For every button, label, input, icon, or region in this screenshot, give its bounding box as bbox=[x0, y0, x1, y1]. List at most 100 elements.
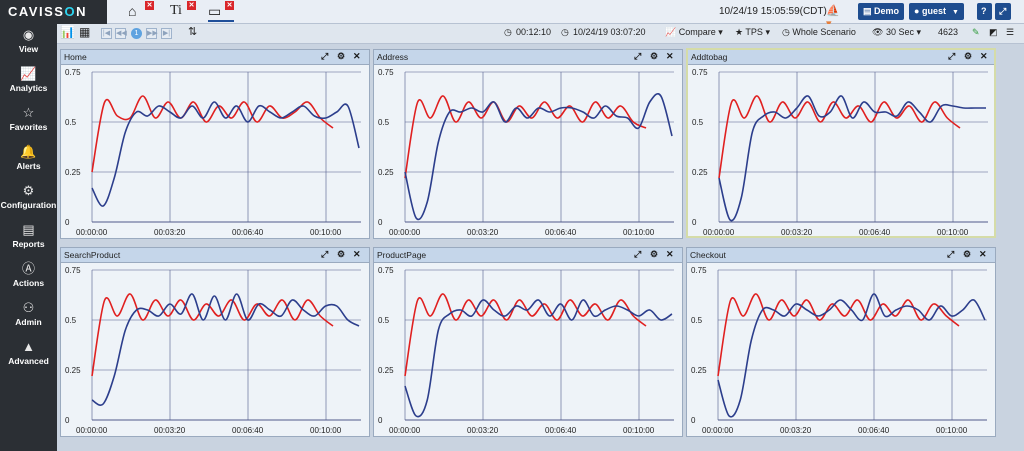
close-icon[interactable]: ✕ bbox=[225, 1, 234, 10]
home-icon: ⌂ bbox=[128, 3, 137, 19]
close-icon[interactable]: ✕ bbox=[666, 51, 674, 61]
panel-title: Addtobag bbox=[691, 52, 728, 62]
tps-dropdown[interactable]: ★ TPS ▾ bbox=[735, 27, 770, 37]
close-icon[interactable]: ✕ bbox=[353, 249, 361, 259]
fullscreen-button[interactable]: ⤢ bbox=[995, 3, 1011, 20]
close-icon[interactable]: ✕ bbox=[145, 1, 154, 10]
chart-plot: 0.75 0.5 0.25 0 00:00:00 00:03:20 00:06:40 00:1… bbox=[65, 68, 361, 237]
y-tick-label: 0.5 bbox=[378, 118, 390, 127]
expand-icon[interactable]: ⤢ bbox=[634, 249, 642, 259]
chart-panel-productpage[interactable]: ProductPage ⤢ ⚙ ✕ 0.75 0.5 0.25 0 00:00:00 00… bbox=[373, 247, 683, 437]
x-tick-label: 00:06:40 bbox=[545, 426, 577, 435]
sidebar-item-actions[interactable]: Ⓐ Actions bbox=[0, 258, 57, 296]
sidebar-item-alerts[interactable]: 🔔 Alerts bbox=[0, 141, 57, 179]
pin-icon[interactable]: ✎ bbox=[972, 27, 980, 37]
x-tick-label: 00:00:00 bbox=[389, 426, 421, 435]
eye-icon: ◉ bbox=[22, 27, 35, 42]
sidebar-item-admin[interactable]: ⚇ Admin bbox=[0, 297, 57, 335]
scenario-selector[interactable]: ◷ Whole Scenario bbox=[782, 27, 856, 37]
home-tab[interactable]: ⌂ ✕ bbox=[128, 1, 154, 22]
y-tick-label: 0.25 bbox=[65, 366, 81, 375]
compare-dropdown[interactable]: 📈 Compare ▾ bbox=[665, 27, 723, 37]
chart-panel-searchproduct[interactable]: SearchProduct ⤢ ⚙ ✕ 0.75 0.5 0.25 0 00:00:00… bbox=[60, 247, 370, 437]
text-tool-tab[interactable]: Ti ✕ bbox=[170, 1, 196, 22]
first-page-icon[interactable]: |◀ bbox=[101, 28, 112, 39]
sort-icon[interactable]: ⇅ bbox=[188, 26, 198, 38]
layout-icon[interactable]: ◩ bbox=[989, 27, 998, 37]
expand-icon[interactable]: ⤢ bbox=[947, 249, 955, 259]
y-tick-label: 0.25 bbox=[691, 366, 707, 375]
y-tick-label: 0 bbox=[692, 218, 697, 227]
close-icon[interactable]: ✕ bbox=[666, 249, 674, 259]
y-tick-label: 0.25 bbox=[65, 168, 81, 177]
duration: 00:12:10 bbox=[516, 27, 552, 37]
x-tick-label: 00:00:00 bbox=[703, 228, 735, 237]
prev-page-icon[interactable]: ◀◀ bbox=[115, 28, 127, 39]
boat-icon[interactable]: ⛵▾ bbox=[826, 5, 840, 30]
panel-title: ProductPage bbox=[377, 250, 427, 260]
server-icon: ▤ bbox=[863, 6, 872, 16]
panel-title: Checkout bbox=[690, 250, 726, 260]
user-icon: ● bbox=[914, 6, 920, 16]
sidebar-item-configuration[interactable]: ⚙ Configuration bbox=[0, 183, 57, 210]
close-icon[interactable]: ✕ bbox=[979, 249, 987, 259]
panel-title: Home bbox=[64, 52, 87, 62]
close-icon[interactable]: ✕ bbox=[980, 51, 988, 61]
next-page-icon[interactable]: ▶▶ bbox=[146, 28, 158, 39]
clock-icon: ◷ bbox=[561, 27, 569, 37]
sidebar-item-analytics[interactable]: 📈 Analytics bbox=[0, 63, 57, 101]
close-icon[interactable]: ✕ bbox=[353, 51, 361, 61]
chart-panel-address[interactable]: Address ⤢ ⚙ ✕ 0.75 0.5 0.25 0 00:00:00 00:03:… bbox=[373, 49, 683, 239]
x-tick-label: 00:00:00 bbox=[389, 228, 421, 237]
panel-header: Addtobag ⤢ ⚙ ✕ bbox=[688, 50, 994, 65]
expand-icon[interactable]: ⤢ bbox=[634, 51, 642, 61]
gear-icon[interactable]: ⚙ bbox=[337, 51, 346, 61]
y-tick-label: 0 bbox=[378, 416, 383, 425]
guest-user-menu[interactable]: ● guest ▼ bbox=[909, 3, 964, 20]
cavisson-logo: CAVISSON bbox=[0, 0, 107, 24]
y-tick-label: 0.25 bbox=[378, 366, 394, 375]
gear-icon[interactable]: ⚙ bbox=[650, 249, 659, 259]
gear-icon[interactable]: ⚙ bbox=[650, 51, 659, 61]
gear-icon[interactable]: ⚙ bbox=[337, 249, 346, 259]
x-tick-label: 00:03:20 bbox=[467, 228, 499, 237]
star-icon: ☆ bbox=[22, 105, 35, 120]
chart-panel-addtobag[interactable]: Addtobag ⤢ ⚙ ✕ 0.75 0.5 0.25 0 00:00:00 00:03… bbox=[686, 48, 996, 238]
series-line-blue bbox=[717, 293, 986, 418]
sidebar-item-view[interactable]: ◉ View bbox=[0, 24, 57, 62]
monitor-icon: ▭ bbox=[208, 3, 222, 19]
demo-button[interactable]: ▤ Demo bbox=[858, 3, 905, 20]
last-page-icon[interactable]: ▶| bbox=[161, 28, 172, 39]
chart-panel-checkout[interactable]: Checkout ⤢ ⚙ ✕ 0.75 0.5 0.25 0 00:00:00 00:03… bbox=[686, 247, 996, 437]
sidebar-item-reports[interactable]: ▤ Reports bbox=[0, 219, 57, 257]
x-tick-label: 00:10:00 bbox=[937, 228, 969, 237]
gear-icon[interactable]: ⚙ bbox=[964, 51, 973, 61]
help-button[interactable]: ? bbox=[977, 3, 992, 20]
bell-icon: 🔔 bbox=[20, 144, 37, 159]
monitor-tab[interactable]: ▭ ✕ bbox=[208, 1, 234, 22]
chart-plot: 0.75 0.5 0.25 0 00:00:00 00:03:20 00:06:40 00:1… bbox=[65, 266, 361, 435]
gears-icon: ⚙ bbox=[22, 183, 35, 198]
expand-icon[interactable]: ⤢ bbox=[321, 249, 329, 259]
interval-dropdown[interactable]: 👁 30 Sec ▾ bbox=[872, 27, 922, 37]
list-icon[interactable]: ☰ bbox=[1006, 27, 1015, 37]
chevron-down-icon: ▼ bbox=[951, 9, 959, 16]
series-line-red bbox=[404, 293, 647, 377]
grid-icon[interactable]: ▦ bbox=[79, 25, 91, 39]
x-tick-label: 00:06:40 bbox=[232, 228, 264, 237]
advanced-icon: ▲ bbox=[22, 339, 35, 354]
expand-icon[interactable]: ⤢ bbox=[948, 51, 956, 61]
sidebar-item-favorites[interactable]: ☆ Favorites bbox=[0, 102, 57, 140]
close-icon[interactable]: ✕ bbox=[187, 1, 196, 10]
gear-icon[interactable]: ⚙ bbox=[963, 249, 972, 259]
chart-panel-home[interactable]: Home ⤢ ⚙ ✕ 0.75 0.5 0.25 0 00:00:00 00:03:20 0… bbox=[60, 49, 370, 239]
panel-title: Address bbox=[377, 52, 409, 62]
series-line-red bbox=[404, 95, 647, 179]
expand-icon[interactable]: ⤢ bbox=[321, 51, 329, 61]
page-number[interactable]: 1 bbox=[131, 28, 142, 39]
end-time: 10/24/19 03:07:20 bbox=[573, 27, 646, 37]
bar-chart-icon[interactable]: 📊 bbox=[60, 25, 75, 39]
area-chart-icon: 📈 bbox=[665, 27, 677, 37]
sidebar-item-advanced[interactable]: ▲ Advanced bbox=[0, 336, 57, 374]
toolbar: 📊 ▦ |◀ ◀◀ 1 ▶▶ ▶| ⇅ ◷ 00:12:10 ◷ 10/24/1… bbox=[57, 24, 1024, 44]
